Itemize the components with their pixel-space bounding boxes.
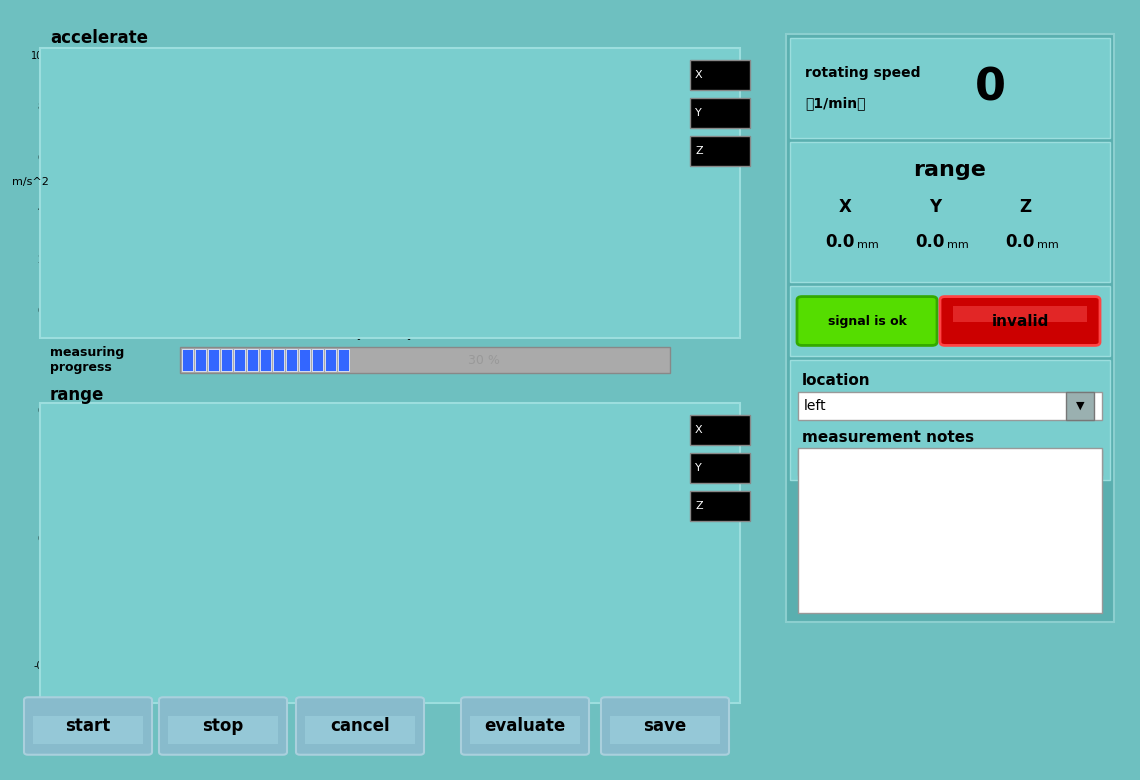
Text: invalid: invalid bbox=[992, 314, 1049, 328]
Text: m/s^2: m/s^2 bbox=[11, 177, 48, 187]
X-axis label: time [seconds]: time [seconds] bbox=[328, 329, 412, 339]
Text: 0.0: 0.0 bbox=[1005, 233, 1035, 251]
Text: 0.0: 0.0 bbox=[825, 233, 855, 251]
Text: ▼: ▼ bbox=[1076, 401, 1084, 411]
FancyBboxPatch shape bbox=[157, 165, 520, 211]
Text: signal is ok: signal is ok bbox=[828, 314, 906, 328]
Text: low range or frequency: low range or frequency bbox=[221, 177, 456, 195]
Text: evaluate: evaluate bbox=[484, 717, 565, 735]
Text: cancel: cancel bbox=[331, 717, 390, 735]
Text: mm: mm bbox=[947, 240, 969, 250]
Text: Z: Z bbox=[695, 146, 702, 156]
Text: X: X bbox=[839, 198, 852, 216]
Text: location: location bbox=[803, 373, 871, 388]
Text: X: X bbox=[695, 70, 702, 80]
Text: Y: Y bbox=[929, 198, 940, 216]
Text: measurement notes: measurement notes bbox=[803, 431, 974, 445]
X-axis label: time [seconds]: time [seconds] bbox=[328, 684, 412, 694]
Text: save: save bbox=[643, 717, 686, 735]
Text: 0: 0 bbox=[975, 66, 1005, 109]
Text: range: range bbox=[50, 386, 105, 404]
Text: stop: stop bbox=[203, 717, 244, 735]
Text: mm: mm bbox=[1037, 240, 1059, 250]
Text: accelerate: accelerate bbox=[50, 29, 148, 47]
Text: rotating speed: rotating speed bbox=[805, 66, 920, 80]
Text: mm: mm bbox=[857, 240, 879, 250]
Text: left: left bbox=[804, 399, 826, 413]
Text: 0.0: 0.0 bbox=[915, 233, 945, 251]
Text: Y: Y bbox=[695, 108, 702, 118]
Text: 【1/min】: 【1/min】 bbox=[805, 96, 865, 110]
FancyBboxPatch shape bbox=[196, 174, 356, 191]
Text: Y: Y bbox=[695, 463, 702, 473]
Text: 30 %: 30 % bbox=[467, 353, 499, 367]
Text: start: start bbox=[65, 717, 111, 735]
Text: measuring
progress: measuring progress bbox=[50, 346, 124, 374]
Text: Z: Z bbox=[695, 501, 702, 511]
Text: Z: Z bbox=[1019, 198, 1031, 216]
Text: X: X bbox=[695, 425, 702, 435]
Text: range: range bbox=[913, 160, 986, 180]
